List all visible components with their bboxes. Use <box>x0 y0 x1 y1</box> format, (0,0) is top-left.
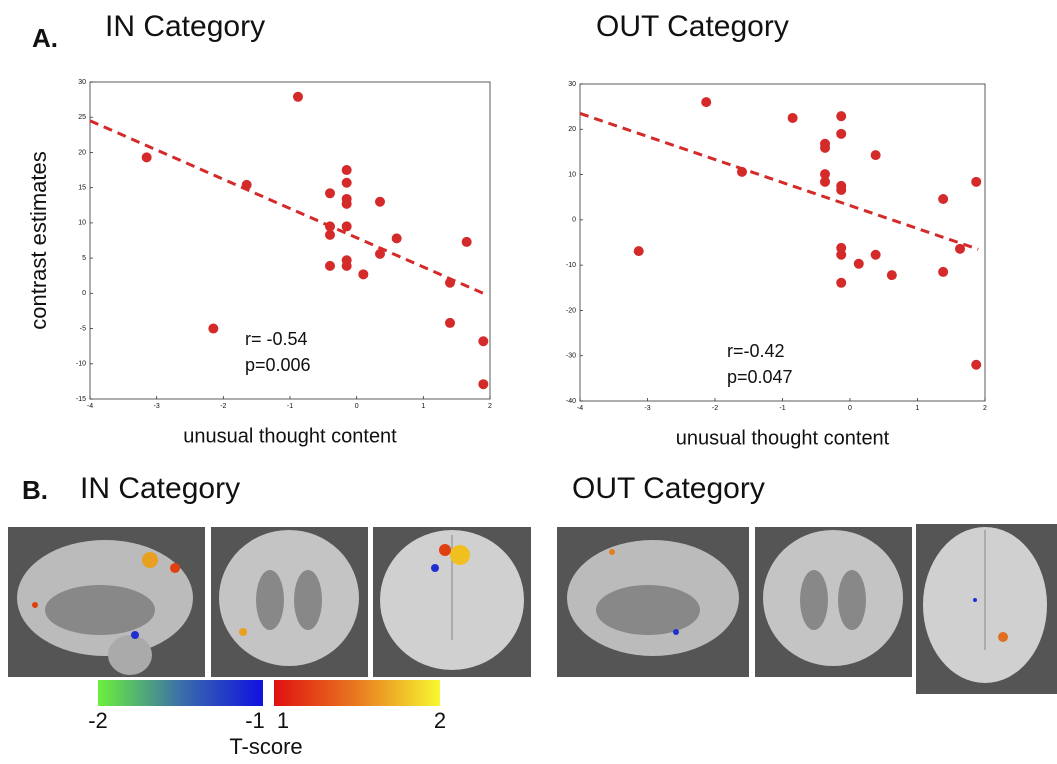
plot-frame <box>90 82 490 399</box>
point <box>325 261 335 271</box>
y-tick-label: 30 <box>568 81 576 88</box>
y-tick-label: -40 <box>566 398 576 405</box>
y-tick-label: 20 <box>568 126 576 133</box>
point <box>478 336 488 346</box>
point <box>836 129 846 139</box>
y-tick-label: 5 <box>82 255 86 262</box>
annotation: r=-0.42 <box>727 341 785 361</box>
trend-line <box>580 113 978 249</box>
x-axis-label: unusual thought content <box>183 425 397 447</box>
point <box>938 267 948 277</box>
point <box>462 237 472 247</box>
point <box>375 197 385 207</box>
x-tick-label: 1 <box>421 403 425 410</box>
colorbar-tick: -1 <box>245 708 265 733</box>
x-tick-label: -1 <box>779 405 785 412</box>
point <box>836 278 846 288</box>
brain-images <box>8 524 1057 694</box>
colorbar-tick: -2 <box>88 708 108 733</box>
point <box>142 152 152 162</box>
y-tick-label: 20 <box>78 149 86 156</box>
colorbar-tick: 1 <box>277 708 289 733</box>
colorbar-label: T-score <box>229 734 302 759</box>
point <box>325 188 335 198</box>
point <box>342 261 352 271</box>
x-axis-label: unusual thought content <box>676 427 890 449</box>
x-tick-label: 0 <box>848 405 852 412</box>
colorbar-positive <box>274 680 440 706</box>
chart-title: OUT Category <box>596 10 789 43</box>
point <box>836 111 846 121</box>
point <box>836 250 846 260</box>
panel-label: A. <box>32 23 58 53</box>
x-tick-label: 0 <box>355 403 359 410</box>
x-tick-label: 2 <box>983 405 987 412</box>
point <box>325 230 335 240</box>
x-tick-label: -1 <box>287 403 293 410</box>
y-tick-label: 30 <box>78 79 86 86</box>
x-tick-label: -4 <box>87 403 93 410</box>
panel-label: B. <box>22 475 48 505</box>
panel-title: IN Category <box>80 472 240 505</box>
point <box>887 270 897 280</box>
point <box>478 379 488 389</box>
y-tick-label: 0 <box>572 217 576 224</box>
y-tick-label: 15 <box>78 185 86 192</box>
chart-title: IN Category <box>105 10 265 43</box>
y-tick-label: -10 <box>76 361 86 368</box>
x-tick-label: -2 <box>220 403 226 410</box>
point <box>293 92 303 102</box>
y-axis-label: contrast estimates <box>26 151 51 330</box>
point <box>342 165 352 175</box>
colorbar-tick: 2 <box>434 708 446 733</box>
point <box>871 150 881 160</box>
point <box>242 180 252 190</box>
x-tick-label: -4 <box>577 405 583 412</box>
y-tick-label: -30 <box>566 353 576 360</box>
y-tick-label: -15 <box>76 396 86 403</box>
y-tick-label: -5 <box>80 325 86 332</box>
point <box>971 177 981 187</box>
point <box>871 250 881 260</box>
y-tick-label: 25 <box>78 114 86 121</box>
point <box>737 167 747 177</box>
point <box>971 360 981 370</box>
x-tick-label: -2 <box>712 405 718 412</box>
point <box>208 324 218 334</box>
point <box>342 221 352 231</box>
point <box>342 178 352 188</box>
panel-title: OUT Category <box>572 472 765 505</box>
point <box>820 143 830 153</box>
point <box>375 249 385 259</box>
point <box>820 177 830 187</box>
annotation: p=0.006 <box>245 355 311 375</box>
y-tick-label: 10 <box>568 171 576 178</box>
point <box>342 199 352 209</box>
y-tick-label: 0 <box>82 290 86 297</box>
annotation: p=0.047 <box>727 367 793 387</box>
y-tick-label: -20 <box>566 307 576 314</box>
point <box>392 233 402 243</box>
point <box>445 278 455 288</box>
annotation: r= -0.54 <box>245 329 308 349</box>
point <box>854 259 864 269</box>
point <box>358 269 368 279</box>
point <box>701 97 711 107</box>
point <box>955 244 965 254</box>
x-tick-label: -3 <box>644 405 650 412</box>
figure: A. B. IN Category OUT Category T-score -… <box>0 0 1057 759</box>
point <box>445 318 455 328</box>
y-tick-label: -10 <box>566 262 576 269</box>
point <box>634 246 644 256</box>
x-tick-label: -3 <box>154 403 160 410</box>
x-tick-label: 2 <box>488 403 492 410</box>
trend-line <box>90 121 483 294</box>
x-tick-label: 1 <box>916 405 920 412</box>
y-tick-label: 10 <box>78 220 86 227</box>
point <box>938 194 948 204</box>
colorbar-negative <box>98 680 263 706</box>
point <box>836 185 846 195</box>
point <box>788 113 798 123</box>
